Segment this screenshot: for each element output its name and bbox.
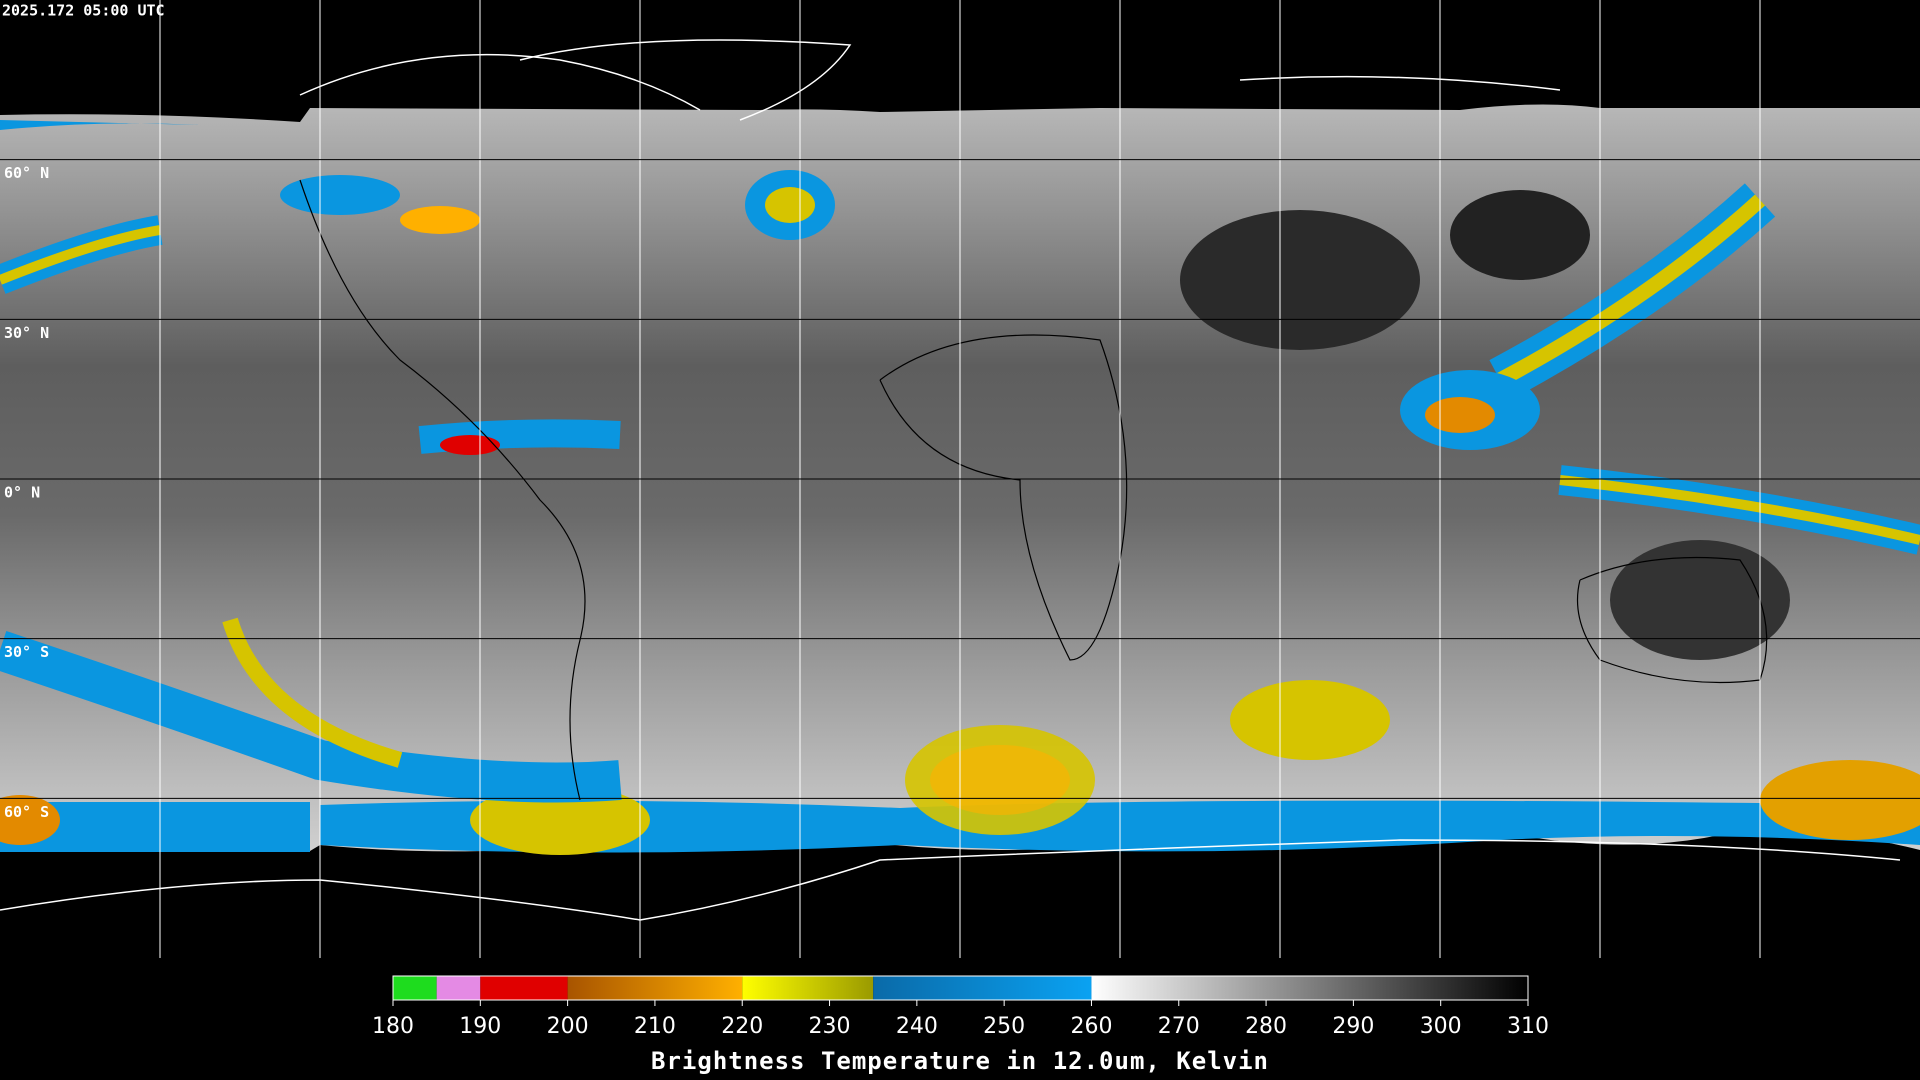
cloud — [765, 187, 815, 223]
colorbar-tick-label: 230 — [809, 1014, 851, 1039]
latitude-label: 0° N — [4, 484, 40, 502]
coastline — [299, 179, 586, 801]
colorbar-tick-label: 220 — [721, 1014, 763, 1039]
graticule — [159, 0, 1761, 958]
colorbar-tick-label: 210 — [634, 1014, 676, 1039]
latitude-label: 30° N — [4, 324, 49, 342]
colorbar-segment — [393, 976, 437, 1000]
colorbar-tick-label: 270 — [1158, 1014, 1200, 1039]
colorbar-tick-label: 240 — [896, 1014, 938, 1039]
cloud — [470, 785, 650, 855]
latitude-labels: 60° N 30° N 0° N 30° S 60° S — [4, 164, 49, 821]
timestamp: 2025.172 05:00 UTC — [2, 2, 165, 20]
cloud — [0, 120, 200, 130]
cloud — [1760, 760, 1920, 840]
colorbar-segment — [436, 976, 481, 1000]
cloud — [1559, 475, 1920, 545]
colorbar: 180 190 200 210 220 230 240 250 260 270 280 290 300 3… — [372, 975, 1549, 1039]
coastlines — [0, 39, 1901, 921]
cloud — [400, 206, 480, 234]
cloud — [930, 745, 1070, 815]
colorbar-tick-label: 200 — [547, 1014, 589, 1039]
colorbar-segment — [873, 976, 1092, 1000]
coastline — [879, 334, 1128, 661]
colorbar-tick-label: 280 — [1245, 1014, 1287, 1039]
coastline — [299, 53, 701, 111]
latitude-label: 60° S — [4, 803, 49, 821]
colorbar-segment — [1091, 976, 1528, 1000]
coastline — [1239, 75, 1561, 91]
colorbar-segment — [480, 976, 568, 1000]
coastline — [519, 39, 852, 121]
cloud — [440, 435, 500, 455]
cloud — [1230, 680, 1390, 760]
colorbar-label: Brightness Temperature in 12.0um, Kelvin — [651, 1047, 1269, 1075]
colorbar-frame — [392, 975, 1529, 1001]
colorbar-segment — [567, 976, 743, 1000]
cloud — [418, 419, 621, 454]
cloud — [222, 617, 403, 768]
colorbar-tick-label: 290 — [1332, 1014, 1374, 1039]
dry-air — [1610, 540, 1790, 660]
latitude-label: 60° N — [4, 164, 49, 182]
colorbar-tick-label: 250 — [983, 1014, 1025, 1039]
dry-air — [1450, 190, 1590, 280]
cloud — [1425, 397, 1495, 433]
colorbar-tick-label: 310 — [1507, 1014, 1549, 1039]
colorbar-tick-label: 300 — [1420, 1014, 1462, 1039]
cloud — [0, 795, 60, 845]
colorbar-tick-label: 190 — [459, 1014, 501, 1039]
colorbar-tick-label: 260 — [1070, 1014, 1112, 1039]
cloud — [0, 225, 161, 285]
colorbar-segment — [742, 976, 874, 1000]
dry-air — [1180, 210, 1420, 350]
coastline — [0, 839, 1901, 921]
colorbar-tick-label: 180 — [372, 1014, 414, 1039]
latitude-label: 30° S — [4, 643, 49, 661]
cloud — [1496, 194, 1766, 387]
cloud — [280, 175, 400, 215]
